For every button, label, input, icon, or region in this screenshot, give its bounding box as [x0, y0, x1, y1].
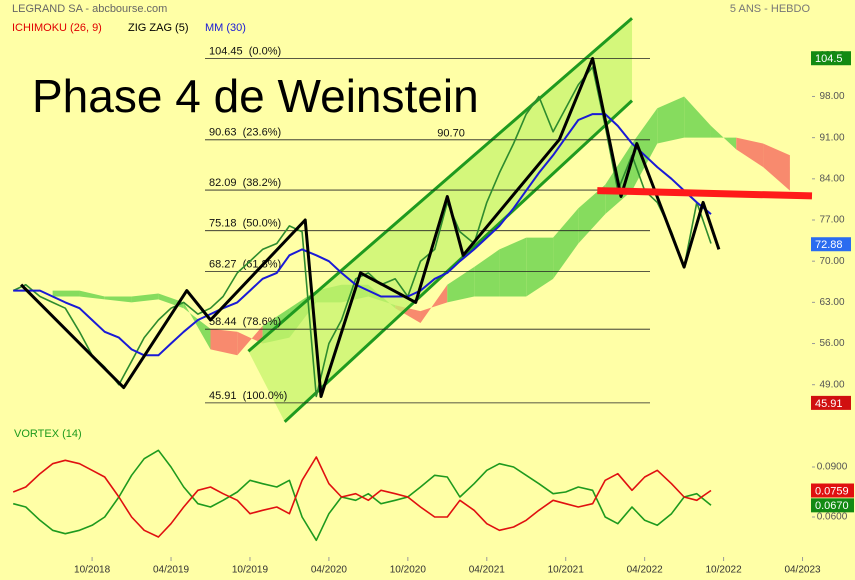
annotation: Phase 4 de Weinstein [32, 70, 479, 122]
y-tick-label: 0.0600 [817, 512, 848, 523]
ichimoku-cloud [632, 108, 658, 191]
y-tick-label: 77.00 [819, 215, 844, 226]
ichimoku-cloud [578, 184, 606, 244]
ichimoku-cloud [131, 293, 159, 303]
fib-label: 68.27 (61.8%) [209, 258, 281, 270]
price-line [12, 66, 712, 398]
ichimoku-cloud [420, 284, 448, 323]
ichimoku-cloud [79, 290, 105, 300]
x-tick-label: 04/2021 [469, 565, 506, 576]
y-tick-label: 63.00 [819, 297, 844, 308]
ichimoku-cloud [474, 249, 500, 297]
level-note: 90.70 [437, 127, 465, 139]
y-tick-label: 84.00 [819, 173, 844, 184]
price-box [811, 395, 851, 410]
fib-label: 90.63 (23.6%) [209, 127, 281, 139]
vortex-line [12, 456, 712, 538]
ichimoku-cloud [104, 296, 132, 303]
x-tick-label: 04/2022 [627, 565, 664, 576]
ichimoku-cloud [763, 143, 790, 191]
zigzag [20, 57, 721, 398]
legend-zigzag: ZIG ZAG (5) [128, 22, 189, 34]
moving-average [13, 113, 712, 357]
price-box-label: 0.0670 [815, 500, 849, 512]
x-tick-label: 04/2019 [153, 565, 190, 576]
ichimoku-cloud [52, 290, 80, 297]
price-box-label: 72.88 [815, 239, 843, 251]
resistance-line [597, 187, 813, 200]
price-box-label: 45.91 [815, 398, 843, 410]
legend-ma: MM (30) [205, 22, 246, 34]
y-tick-label: 98.00 [819, 91, 844, 102]
plot: 104.45 (0.0%) 90.63 (23.6%) 82.09 (38.2%) 7… [12, 17, 854, 576]
x-tick-label: 10/2018 [74, 565, 111, 576]
ichimoku-cloud [526, 237, 554, 297]
y-tick-label: 0.0900 [817, 462, 848, 473]
vortex-title: VORTEX (14) [14, 428, 82, 440]
price-box-label: 104.5 [815, 53, 843, 65]
y-tick-label: 56.00 [819, 338, 844, 349]
channel-lower [283, 99, 634, 423]
x-tick-label: 10/2022 [706, 565, 743, 576]
ichimoku-cloud [499, 237, 527, 297]
y-tick-label: 91.00 [819, 132, 844, 143]
ichimoku-cloud [183, 302, 211, 350]
price-box [811, 51, 851, 66]
fib-label: 82.09 (38.2%) [209, 177, 281, 189]
ichimoku-cloud [684, 96, 711, 138]
price-box [811, 498, 854, 513]
x-tick-label: 04/2020 [311, 565, 348, 576]
x-tick-label: 04/2023 [784, 565, 821, 576]
price-box [811, 483, 854, 498]
x-tick-label: 10/2020 [390, 565, 427, 576]
x-tick-label: 10/2021 [548, 565, 585, 576]
fib-label: 45.91 (100.0%) [209, 390, 287, 402]
fib-label: 104.45 (0.0%) [209, 45, 281, 57]
fib-label: 58.44 (78.6%) [209, 316, 281, 328]
ichimoku-cloud [710, 125, 737, 150]
ichimoku-cloud [447, 267, 475, 303]
ichimoku-cloud [736, 137, 764, 168]
ichimoku-cloud [657, 96, 685, 144]
y-tick-label: 49.00 [819, 379, 844, 390]
fib-label: 75.18 (50.0%) [209, 218, 281, 230]
chart-title: LEGRAND SA - abcbourse.com [12, 3, 167, 15]
price-box-label: 0.0759 [815, 485, 849, 497]
price-box [811, 237, 851, 252]
legend-ichimoku: ICHIMOKU (26, 9) [12, 22, 102, 34]
ichimoku-cloud [553, 208, 579, 279]
x-tick-label: 10/2019 [232, 565, 269, 576]
ichimoku-cloud [210, 328, 238, 356]
chart-subtitle: 5 ANS - HEBDO [730, 3, 811, 15]
y-tick-label: 70.00 [819, 256, 844, 267]
